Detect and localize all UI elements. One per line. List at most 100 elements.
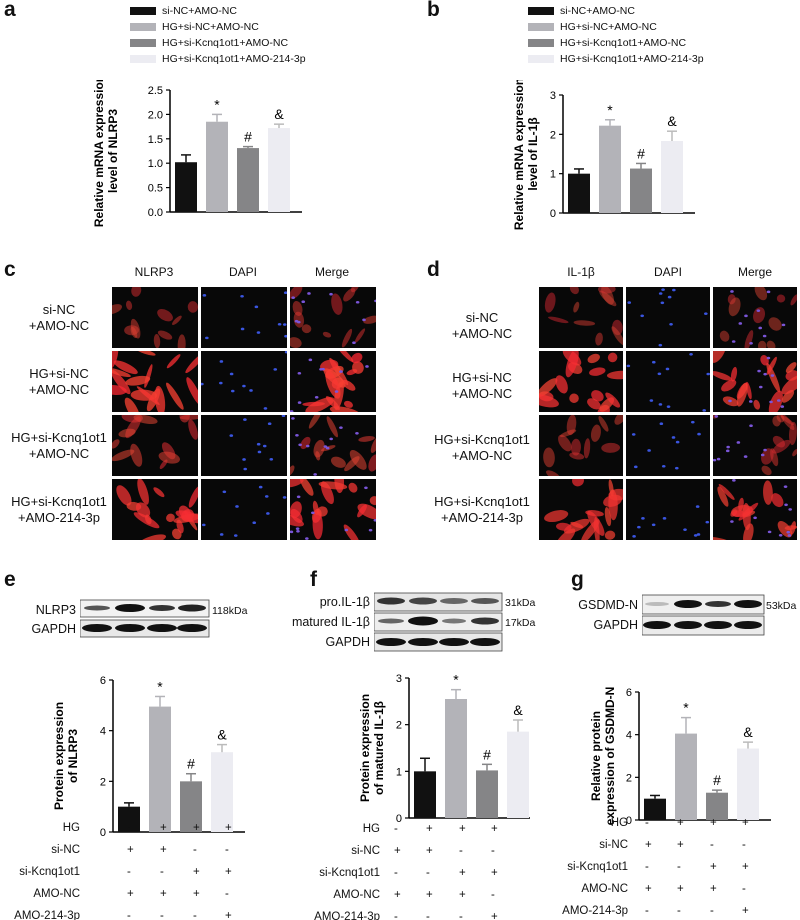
bar [175, 162, 197, 212]
dapi-channel-image [201, 479, 287, 540]
chart-f-il1b-protein: 0 1 2 3 Protein expression of matured IL-1β * #… [358, 672, 530, 825]
treatment-label: AMO-214-3p [314, 911, 380, 920]
legend-item: si-NC+AMO-NC [528, 3, 704, 19]
treatment-sign: - [491, 889, 495, 901]
column-title: NLRP3 [134, 265, 174, 279]
blot-kda: 31kDa [505, 597, 536, 609]
treatment-sign: + [710, 883, 717, 895]
y-tick-label: 0.5 [148, 183, 163, 195]
dapi-channel-image [626, 415, 710, 476]
blot-label: GAPDH [593, 618, 638, 632]
treatment-sign: + [459, 889, 466, 901]
legend-label: HG+si-Kcnq1ot1+AMO-NC [162, 37, 289, 49]
treatment-sign: + [193, 822, 200, 834]
dapi-channel-image [626, 287, 710, 348]
panel-letter-f: f [310, 568, 317, 591]
legend-swatch [528, 7, 554, 15]
treatment-sign: + [160, 844, 167, 856]
treatment-sign: + [645, 883, 652, 895]
dapi-channel-image [201, 415, 287, 476]
y-tick-label: 6 [100, 675, 106, 687]
merge-channel-image [290, 415, 376, 476]
treatment-sign: - [426, 867, 430, 879]
legend-label: HG+si-NC+AMO-NC [162, 21, 259, 33]
treatment-label: si-Kcnq1ot1 [19, 866, 80, 878]
treatment-label: HG [62, 822, 80, 834]
bar [661, 141, 683, 213]
blot-kda: 53kDa [766, 600, 797, 612]
treatment-label: AMO-214-3p [562, 905, 628, 917]
treatment-sign: + [459, 823, 466, 835]
treatment-label: HG [610, 817, 628, 829]
treatment-label: si-NC [51, 844, 80, 856]
significance-mark: # [244, 129, 252, 145]
significance-mark: & [743, 724, 753, 740]
y-tick-label: 0 [550, 208, 556, 220]
legend-label: HG+si-Kcnq1ot1+AMO-NC [560, 37, 687, 49]
significance-mark: * [683, 700, 689, 716]
treatment-sign: + [491, 823, 498, 835]
row-label: HG+si-Kcnq1ot1 +AMO-214-3p [8, 494, 110, 526]
panel-letter-a: a [4, 0, 16, 21]
panel-letter-c: c [4, 258, 16, 281]
legend-swatch [528, 39, 554, 47]
bar [237, 148, 259, 212]
treatment-sign: - [225, 844, 229, 856]
treatment-label: AMO-NC [33, 888, 80, 900]
blot-label: GSDMD-N [578, 598, 638, 612]
treatment-sign: + [677, 883, 684, 895]
legend-item: HG+si-NC+AMO-NC [130, 19, 306, 35]
row-label-line: HG+si-Kcnq1ot1 [11, 494, 107, 509]
treatment-label: si-NC [351, 845, 380, 857]
treatment-label: AMO-214-3p [14, 910, 80, 920]
legend-swatch [528, 55, 554, 63]
y-tick-label: 2 [100, 776, 106, 788]
blot-label: pro.IL-1β [319, 595, 370, 609]
merge-channel-image [713, 351, 797, 412]
treatment-sign: + [742, 905, 749, 917]
column-title: DAPI [228, 265, 257, 279]
y-tick-label: 0 [626, 815, 632, 827]
legend-label: si-NC+AMO-NC [162, 5, 237, 17]
significance-mark: * [607, 102, 613, 118]
merge-channel-image [713, 287, 797, 348]
marker-channel-image [539, 479, 623, 540]
treatment-sign: + [742, 817, 749, 829]
treatment-sign: + [394, 845, 401, 857]
column-title: Merge [737, 265, 772, 279]
treatment-sign: - [677, 905, 681, 917]
treatment-sign: - [710, 905, 714, 917]
significance-mark: # [713, 772, 721, 788]
panel-letter-e: e [4, 568, 16, 591]
merge-channel-image [713, 415, 797, 476]
row-label-line: +AMO-214-3p [17, 510, 100, 525]
treatment-sign: - [677, 861, 681, 873]
merge-channel-image [290, 287, 376, 348]
significance-mark: # [637, 145, 645, 161]
treatment-label: AMO-NC [333, 889, 380, 901]
bar [445, 699, 467, 818]
treatment-sign: - [645, 817, 649, 829]
treatment-sign: - [491, 845, 495, 857]
row-label-line: +AMO-214-3p [440, 510, 523, 525]
y-axis-label: level of IL-1β [526, 117, 540, 190]
y-tick-label: 2 [626, 772, 632, 784]
y-tick-label: 0 [396, 813, 402, 825]
treatment-sign: - [394, 867, 398, 879]
y-axis-label: of matured IL-1β [372, 701, 386, 795]
treatment-sign: + [491, 867, 498, 879]
legend-item: si-NC+AMO-NC [130, 3, 306, 19]
y-axis-label: Protein expression [358, 694, 372, 802]
significance-mark: * [214, 96, 220, 112]
treatment-sign: - [160, 910, 164, 920]
row-label: si-NC +AMO-NC [8, 302, 110, 334]
row-label-line: si-NC [42, 302, 76, 317]
y-tick-label: 0 [100, 827, 106, 839]
treatment-sign: + [426, 823, 433, 835]
treatment-sign: - [742, 839, 746, 851]
row-label-line: +AMO-NC [451, 386, 513, 401]
band-row-matured-il1b [378, 616, 499, 626]
row-label: HG+si-NC +AMO-NC [428, 370, 536, 402]
blot-label: matured IL-1β [291, 615, 370, 629]
treatment-sign: - [127, 910, 131, 920]
